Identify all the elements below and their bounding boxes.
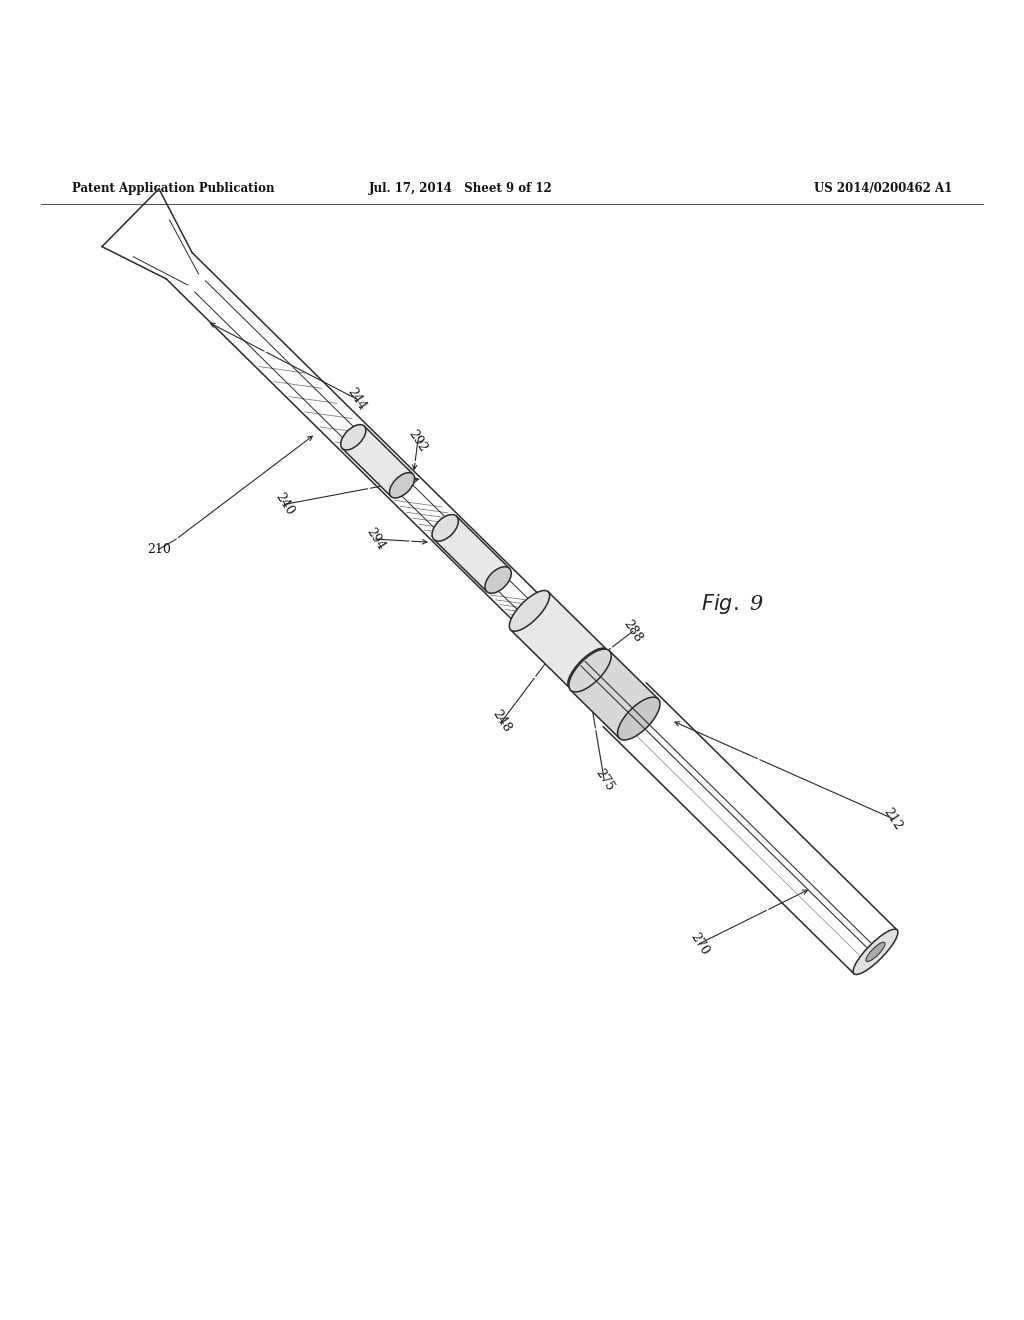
Polygon shape [511,591,606,688]
Text: 294: 294 [364,525,388,553]
Text: 240: 240 [272,491,297,517]
Text: 292: 292 [406,428,430,454]
Ellipse shape [485,566,511,593]
Ellipse shape [341,425,366,450]
Text: 248: 248 [489,708,514,735]
Ellipse shape [569,649,611,692]
Ellipse shape [509,590,550,631]
Ellipse shape [432,515,459,541]
Text: US 2014/0200462 A1: US 2014/0200462 A1 [814,182,952,195]
Text: 270: 270 [687,931,712,957]
Polygon shape [166,252,610,690]
Text: 288: 288 [621,618,645,645]
Polygon shape [342,426,413,496]
Ellipse shape [389,473,415,498]
Ellipse shape [567,648,608,689]
Text: 244: 244 [344,385,369,412]
Ellipse shape [853,929,898,974]
Text: 212: 212 [881,805,905,832]
Polygon shape [570,651,658,738]
Polygon shape [434,516,510,591]
Text: 275: 275 [592,767,616,793]
Text: $\mathit{Fig.}$ 9: $\mathit{Fig.}$ 9 [701,591,765,615]
Text: Jul. 17, 2014   Sheet 9 of 12: Jul. 17, 2014 Sheet 9 of 12 [369,182,553,195]
Text: Patent Application Publication: Patent Application Publication [72,182,274,195]
Ellipse shape [866,942,885,961]
Ellipse shape [617,697,659,741]
Text: 210: 210 [146,543,171,556]
